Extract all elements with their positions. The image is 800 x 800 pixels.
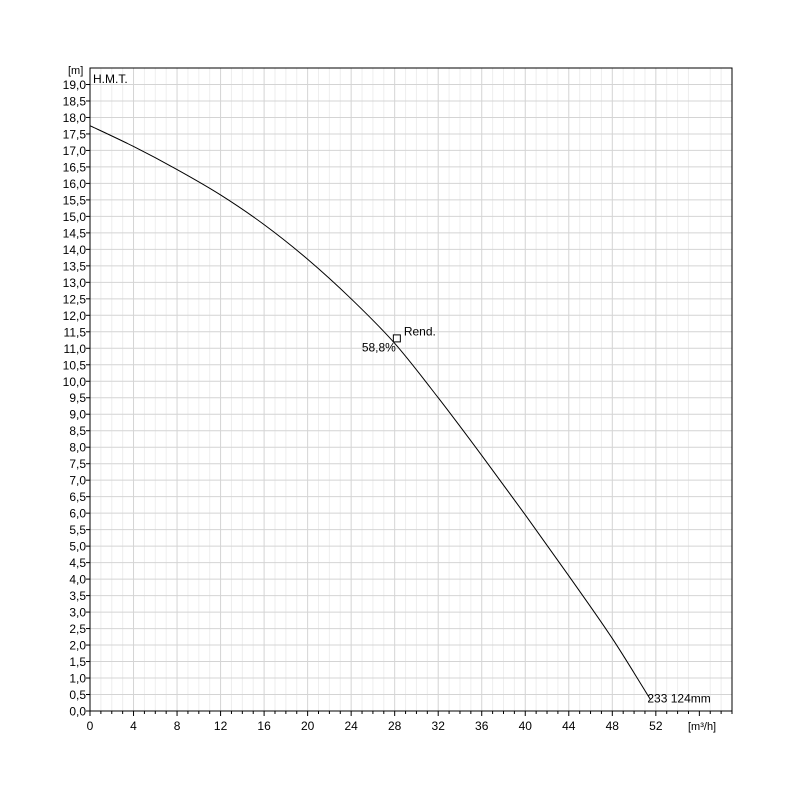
- x-tick-label: 24: [344, 719, 358, 733]
- series-label: 233 124mm: [647, 691, 710, 705]
- y-tick-label: 7,0: [69, 474, 86, 488]
- x-tick-label: 44: [562, 719, 576, 733]
- y-tick-label: 9,0: [69, 408, 86, 422]
- y-tick-label: 16,0: [63, 177, 87, 191]
- y-tick-label: 17,0: [63, 144, 87, 158]
- x-tick-label: 36: [475, 719, 489, 733]
- y-tick-label: 17,5: [63, 127, 87, 141]
- y-tick-label: 15,5: [63, 193, 87, 207]
- y-tick-label: 3,0: [69, 606, 86, 620]
- y-tick-label: 10,0: [63, 375, 87, 389]
- grid-major: [90, 68, 732, 711]
- x-tick-label: 28: [388, 719, 402, 733]
- efficiency-marker: [392, 334, 401, 343]
- y-tick-label: 7,5: [69, 457, 86, 471]
- y-tick-label: 14,5: [63, 226, 87, 240]
- y-tick-label: 5,0: [69, 540, 86, 554]
- x-axis-tick-labels: 0 4 8 12 16 20 24 28 32 36 40 44 48 52: [87, 719, 663, 733]
- series-layer: 233 124mm: [89, 125, 711, 705]
- y-axis-tick-labels: 0,0 0,5 1,0 1,5 2,0 2,5 3,0 3,5 4,0 4,5 5,0 5,5 6,0 6…: [63, 78, 87, 719]
- x-axis-unit: [m³/h]: [688, 721, 716, 733]
- y-tick-label: 6,5: [69, 490, 86, 504]
- x-axis-ticks: [89, 711, 733, 716]
- y-tick-label: 8,0: [69, 441, 86, 455]
- y-tick-label: 4,5: [69, 556, 86, 570]
- y-tick-label: 18,0: [63, 111, 87, 125]
- y-tick-label: 2,0: [69, 639, 86, 653]
- x-tick-label: 12: [214, 719, 228, 733]
- x-tick-label: 40: [519, 719, 533, 733]
- y-tick-label: 11,0: [64, 342, 87, 356]
- y-tick-label: 12,0: [63, 309, 87, 323]
- y-tick-label: 15,0: [63, 210, 87, 224]
- y-axis-unit: [m]: [68, 65, 83, 77]
- y-tick-label: 8,5: [69, 424, 86, 438]
- y-tick-label: 0,5: [69, 688, 86, 702]
- x-tick-label: 4: [130, 719, 137, 733]
- x-tick-label: 32: [432, 719, 446, 733]
- efficiency-marker-label: Rend.: [404, 324, 436, 338]
- y-axis-ticks: [86, 83, 90, 712]
- x-tick-label: 52: [649, 719, 663, 733]
- y-tick-label: 10,5: [63, 358, 87, 372]
- y-tick-label: 14,0: [63, 243, 87, 257]
- y-tick-label: 9,5: [69, 391, 86, 405]
- x-tick-label: 48: [606, 719, 620, 733]
- annotation-layer: Rend. 58,8%: [362, 324, 436, 354]
- y-tick-label: 16,5: [63, 160, 87, 174]
- y-tick-label: 18,5: [63, 94, 87, 108]
- y-tick-label: 13,5: [63, 259, 87, 273]
- y-tick-label: 3,5: [69, 589, 86, 603]
- y-tick-label: 2,5: [69, 622, 86, 636]
- y-tick-label: 1,5: [69, 655, 86, 669]
- x-tick-label: 16: [257, 719, 271, 733]
- y-tick-label: 1,0: [69, 672, 86, 686]
- y-tick-label: 6,0: [69, 507, 86, 521]
- grid-minor: [100, 68, 722, 711]
- series-line: [89, 125, 651, 700]
- y-tick-label: 0,0: [69, 705, 86, 719]
- x-tick-label: 0: [87, 719, 94, 733]
- y-tick-label: 19,0: [63, 78, 87, 92]
- y-axis-label: H.M.T.: [93, 72, 128, 86]
- efficiency-value: 58,8%: [362, 340, 396, 354]
- x-tick-label: 8: [174, 719, 181, 733]
- y-tick-label: 11,5: [64, 325, 87, 339]
- plot-frame: [89, 67, 733, 712]
- y-tick-label: 5,5: [69, 523, 86, 537]
- y-tick-label: 13,0: [63, 276, 87, 290]
- y-tick-label: 12,5: [63, 292, 87, 306]
- y-tick-label: 4,0: [69, 573, 86, 587]
- x-tick-label: 20: [301, 719, 315, 733]
